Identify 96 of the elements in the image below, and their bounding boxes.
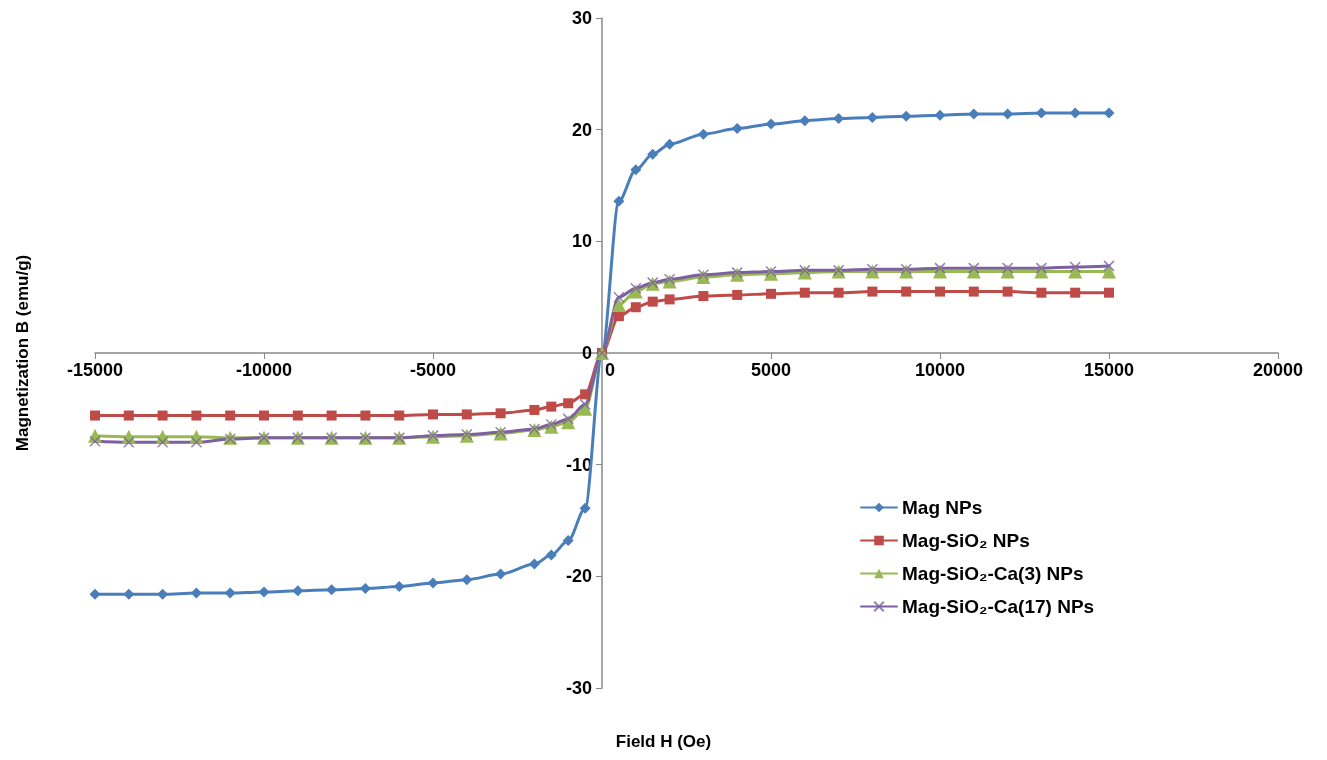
point <box>89 588 101 600</box>
point <box>697 128 709 140</box>
x-tick-label: 20000 <box>1252 360 1304 380</box>
point <box>1103 260 1115 272</box>
point <box>292 585 304 597</box>
point <box>123 436 135 449</box>
point <box>867 286 878 297</box>
point <box>225 410 236 421</box>
point <box>528 558 540 570</box>
y-tick-label: -30 <box>565 678 592 698</box>
y-axis-title: Magnetization B (emu/g) <box>13 254 32 452</box>
x-tick-label: -10000 <box>235 360 293 380</box>
x-axis-title: Field H (Oe) <box>615 732 712 751</box>
point <box>1001 262 1014 274</box>
legend-label: Mag NPs <box>902 497 983 518</box>
point <box>461 574 473 586</box>
point <box>360 410 371 421</box>
legend-label: Mag-SiO₂-Ca(17) NPs <box>902 596 1095 617</box>
point <box>1104 287 1114 298</box>
point <box>90 410 100 421</box>
point <box>630 282 642 294</box>
y-tick-label: 10 <box>571 231 592 252</box>
point <box>258 586 270 598</box>
point <box>1102 264 1116 279</box>
point <box>766 288 776 299</box>
point <box>157 410 168 421</box>
point <box>123 588 135 600</box>
x-tick-label: 10000 <box>914 360 966 380</box>
point <box>292 410 303 421</box>
x-tick-label: 15000 <box>1083 360 1135 380</box>
point <box>647 296 658 307</box>
point <box>495 408 506 419</box>
point <box>613 195 625 207</box>
point <box>647 148 659 160</box>
point <box>123 410 134 421</box>
point <box>89 435 101 447</box>
point <box>461 409 472 420</box>
point <box>698 291 709 302</box>
point <box>1069 261 1081 273</box>
point <box>866 111 878 123</box>
point <box>1035 262 1048 274</box>
point <box>935 286 945 297</box>
point <box>546 401 557 412</box>
point <box>1070 287 1081 298</box>
point <box>664 294 675 305</box>
point <box>562 535 574 547</box>
x-tick-label: 5000 <box>750 360 792 380</box>
point <box>579 398 591 411</box>
point <box>968 262 980 274</box>
point <box>545 549 557 561</box>
point <box>563 398 574 409</box>
legend-label: Mag-SiO₂-Ca(3) NPs <box>902 563 1084 584</box>
point <box>613 311 624 322</box>
point <box>697 269 710 281</box>
point <box>664 138 676 150</box>
point <box>259 410 269 421</box>
y-tick-label: 30 <box>571 8 592 28</box>
y-tick-label: 20 <box>571 119 592 140</box>
point <box>934 262 946 274</box>
point <box>968 286 979 297</box>
point <box>1103 107 1115 119</box>
point <box>359 583 371 595</box>
point <box>901 286 912 297</box>
y-tick-label: 0 <box>581 343 592 363</box>
point <box>529 404 540 415</box>
point <box>799 287 810 298</box>
point <box>611 297 626 312</box>
point <box>580 389 591 400</box>
point <box>866 263 879 275</box>
x-tick-label: -15000 <box>66 360 124 380</box>
point <box>394 410 405 421</box>
point <box>428 409 438 420</box>
point <box>613 291 625 303</box>
point <box>732 289 743 300</box>
point <box>156 436 169 449</box>
point <box>427 577 439 589</box>
point <box>765 118 777 130</box>
point <box>799 115 811 127</box>
point <box>393 580 405 592</box>
point <box>900 263 912 275</box>
point <box>1036 287 1047 298</box>
point <box>495 568 507 580</box>
point <box>326 410 337 421</box>
x-tick-label: 0 <box>604 360 616 380</box>
point <box>630 302 641 313</box>
point <box>579 502 591 514</box>
point <box>562 413 574 425</box>
y-tick-label: -20 <box>565 566 592 587</box>
point <box>833 287 844 298</box>
point <box>731 123 743 135</box>
point <box>190 436 203 449</box>
point <box>191 410 202 421</box>
legend-label: Mag-SiO₂ NPs <box>902 530 1030 551</box>
x-tick-label: -5000 <box>409 360 457 380</box>
point <box>1002 286 1013 297</box>
point <box>630 164 642 176</box>
